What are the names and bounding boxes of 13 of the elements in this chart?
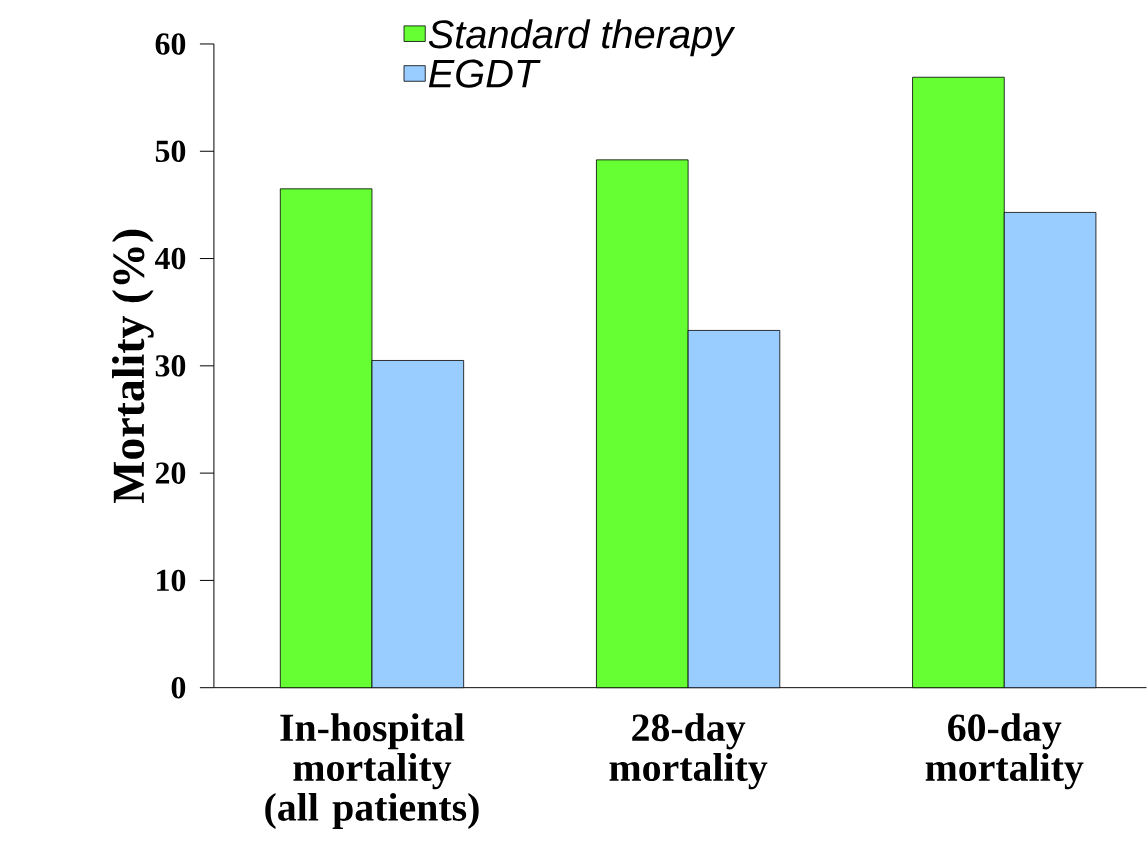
x-tick-label: In-hospital mortality (all patients): [265, 713, 479, 830]
x-tick-label: 28-day mortality: [609, 713, 768, 790]
y-tick-label: 20: [155, 462, 186, 485]
y-axis-title: Mortality (%): [112, 230, 154, 504]
legend-label: EGDT: [428, 59, 541, 88]
legend-label: Standard therapy: [428, 19, 736, 57]
y-tick-label: 40: [154, 247, 186, 270]
y-tick-label: 0: [171, 677, 186, 699]
y-tick-label: 30: [155, 355, 186, 377]
y-tick-label: 50: [155, 140, 186, 163]
y-tick-label: 10: [157, 569, 186, 592]
x-tick-label: 60-day mortality: [925, 713, 1084, 790]
y-tick-label: 60: [155, 33, 186, 55]
